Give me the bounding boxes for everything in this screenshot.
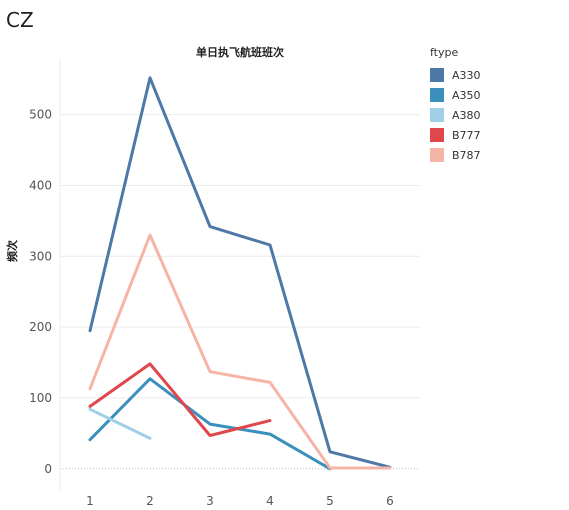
series-line-a350 [88, 377, 332, 471]
x-tick-label: 4 [266, 494, 274, 508]
y-tick-label: 0 [44, 462, 52, 476]
x-tick-label: 2 [146, 494, 154, 508]
legend-swatch [430, 108, 444, 122]
legend-item-a330[interactable]: A330 [430, 65, 481, 85]
legend-item-a380[interactable]: A380 [430, 105, 481, 125]
legend-label: B787 [452, 148, 481, 162]
y-tick-label: 400 [29, 178, 52, 192]
legend-label: B777 [452, 128, 481, 142]
chart-title: 单日执飞航班班次 [196, 46, 284, 59]
x-tick-label: 5 [326, 494, 334, 508]
y-tick-label: 300 [29, 249, 52, 263]
legend-items: A330 A350 A380 B777 B787 [430, 65, 481, 165]
x-tick-label: 3 [206, 494, 214, 508]
series-line-a330 [88, 76, 392, 469]
legend-item-a350[interactable]: A350 [430, 85, 481, 105]
page-title: CZ [6, 8, 34, 32]
legend-item-b777[interactable]: B777 [430, 125, 481, 145]
legend-swatch [430, 148, 444, 162]
legend-swatch [430, 68, 444, 82]
series-line-a380 [88, 407, 152, 440]
legend-item-b787[interactable]: B787 [430, 145, 481, 165]
legend-swatch [430, 88, 444, 102]
legend-label: A350 [452, 88, 481, 102]
legend-swatch [430, 128, 444, 142]
legend-label: A380 [452, 108, 481, 122]
y-tick-label: 200 [29, 320, 52, 334]
legend-title: ftype [430, 46, 459, 59]
legend: ftype A330 A350 A380 B777 B787 [430, 46, 481, 165]
x-tick-label: 1 [86, 494, 94, 508]
y-tick-label: 500 [29, 108, 52, 122]
series-line-b787 [88, 233, 392, 470]
series-line-b777 [88, 362, 272, 437]
x-tick-label: 6 [386, 494, 394, 508]
y-tick-label: 100 [29, 391, 52, 405]
legend-label: A330 [452, 68, 481, 82]
